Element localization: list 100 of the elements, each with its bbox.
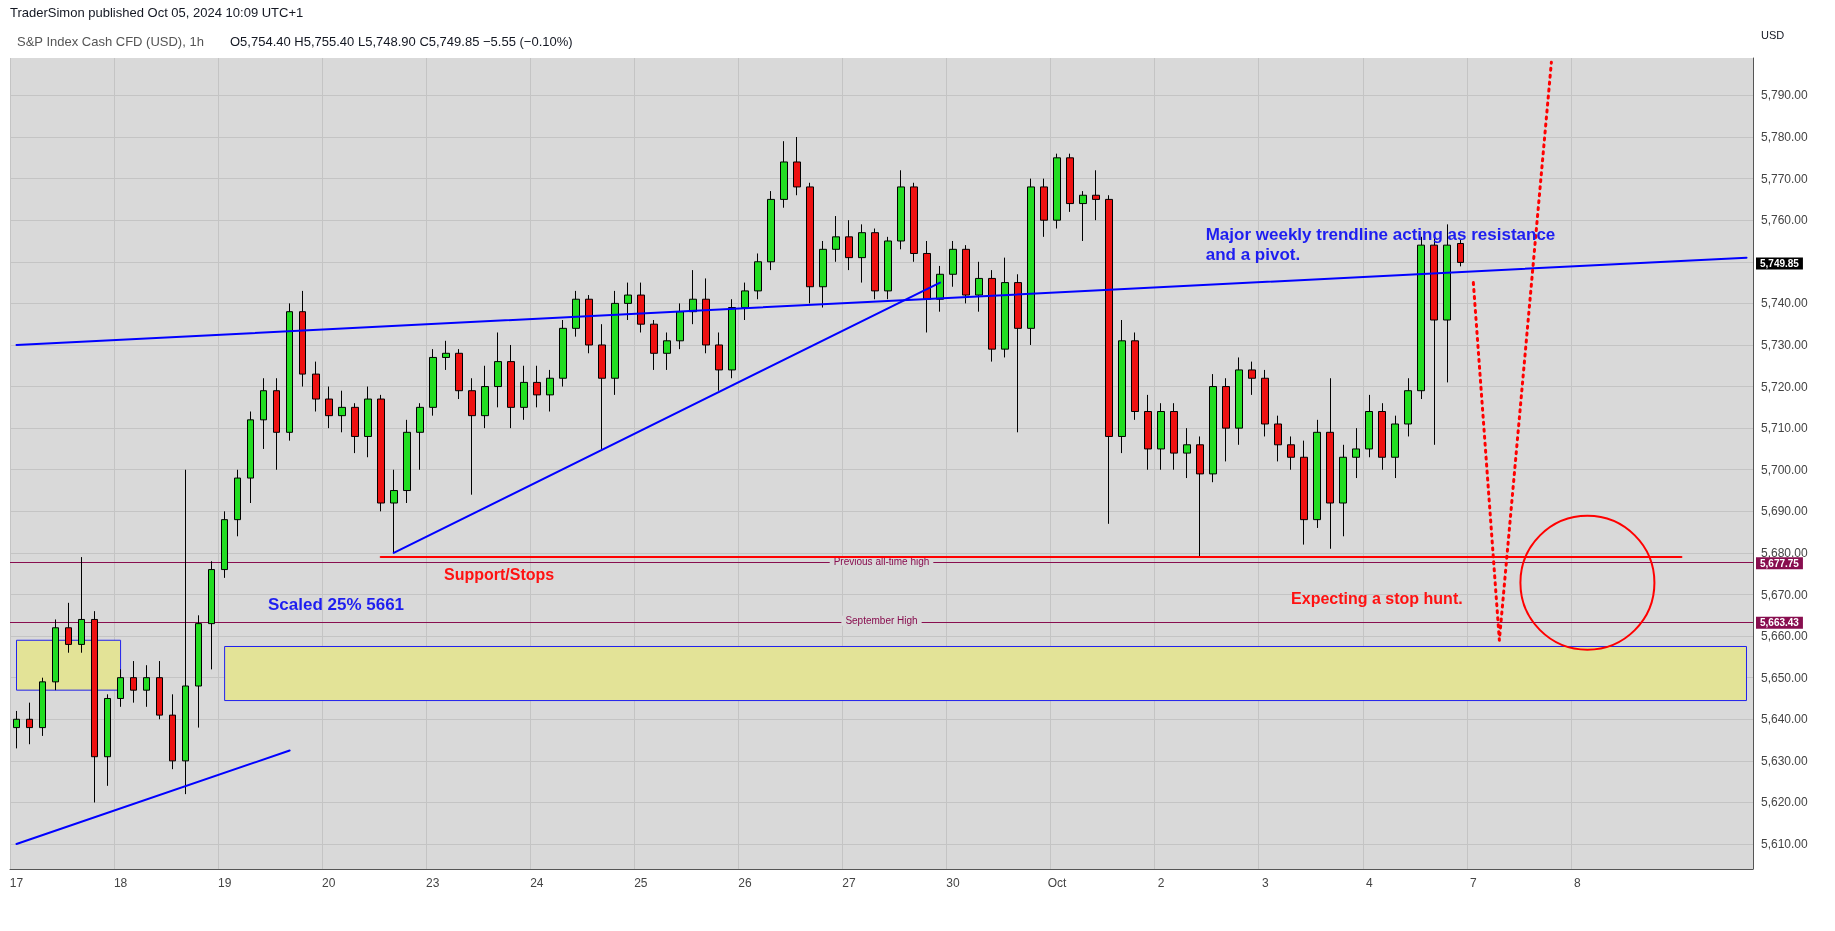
- candlestick: [273, 377, 280, 471]
- candlestick: [637, 282, 645, 333]
- candlestick: [663, 331, 671, 371]
- candlestick: [1404, 377, 1412, 437]
- candlestick: [78, 556, 85, 654]
- chart-title: S&P Index Cash CFD (USD), 1h: [17, 34, 204, 49]
- candlestick: [1157, 402, 1165, 471]
- candlestick: [247, 411, 254, 504]
- candlestick: [546, 369, 554, 413]
- candlestick: [1391, 415, 1399, 479]
- candlestick: [286, 302, 293, 442]
- y-tick-label: 5,640.00: [1761, 712, 1809, 727]
- candlestick: [806, 182, 814, 304]
- y-tick-label: 5,700.00: [1761, 462, 1809, 477]
- candlestick: [338, 390, 346, 433]
- candlestick: [1040, 178, 1048, 238]
- candlestick: [988, 269, 996, 363]
- candlestick: [910, 182, 918, 263]
- candlestick: [13, 710, 20, 749]
- candlestick: [897, 169, 905, 250]
- candlestick: [1014, 273, 1022, 433]
- candlestick: [221, 510, 228, 579]
- candlestick: [1339, 444, 1347, 537]
- text: 5,749.85: [1760, 257, 1800, 269]
- candlestick: [1066, 153, 1074, 213]
- candlestick: [1209, 373, 1217, 483]
- y-tick-label: 5,620.00: [1761, 795, 1809, 810]
- candlestick: [52, 618, 59, 691]
- x-tick-label: 23: [426, 876, 440, 890]
- y-tick-label: 5,650.00: [1761, 670, 1809, 685]
- candlestick: [390, 469, 398, 554]
- candlestick: [1105, 194, 1113, 525]
- y-tick-label: 5,790.00: [1761, 88, 1809, 103]
- candlestick: [507, 344, 515, 429]
- candlestick: [715, 331, 723, 392]
- candlestick: [819, 240, 827, 309]
- candlestick: [377, 394, 385, 512]
- x-tick-label: 17: [9, 876, 24, 890]
- candlestick: [949, 240, 957, 288]
- candlestick: [871, 228, 879, 300]
- candlestick: [1222, 377, 1230, 462]
- annotation: Scaled 25% 5661: [267, 595, 405, 615]
- candlestick: [533, 365, 541, 408]
- x-tick-label: 30: [946, 876, 961, 890]
- candlestick: [650, 319, 658, 371]
- chart-subtitle: O5,754.40 H5,755.40 L5,748.90 C5,749.85 −5.55 (−0.10%): [230, 34, 573, 49]
- candlestick: [611, 290, 619, 396]
- text: 5,663.43: [1760, 617, 1800, 629]
- candlestick: [416, 402, 424, 471]
- candlestick: [169, 693, 176, 770]
- candlestick: [1300, 440, 1308, 546]
- candlestick: [234, 469, 241, 537]
- x-tick-label: 20: [322, 876, 336, 890]
- y-tick-label: 5,690.00: [1761, 504, 1809, 519]
- candlestick: [1196, 435, 1204, 558]
- candlestick: [1235, 356, 1243, 446]
- candlestick: [104, 693, 111, 787]
- x-tick-label: Oct: [1047, 876, 1068, 890]
- candlestick: [1118, 319, 1126, 454]
- text: 5,677.75: [1760, 557, 1800, 569]
- candlestick: [143, 664, 150, 708]
- candlestick: [858, 223, 866, 284]
- candlestick: [1287, 435, 1295, 471]
- y-tick-label: 5,740.00: [1761, 296, 1809, 311]
- candlestick: [26, 702, 33, 745]
- candlestick: [325, 386, 333, 429]
- candlestick: [975, 261, 983, 313]
- candlestick: [572, 290, 580, 338]
- candlestick: [442, 340, 450, 371]
- candlestick: [741, 282, 749, 321]
- x-tick-label: 24: [530, 876, 544, 890]
- candlestick: [1261, 369, 1269, 437]
- x-tick-label: 4: [1365, 876, 1373, 890]
- x-tick-label: 8: [1574, 876, 1582, 890]
- candlestick: [702, 277, 710, 354]
- candlestick: [1053, 153, 1061, 230]
- candlestick: [455, 348, 463, 400]
- text: TraderSimon published Oct 05, 2024 10:09 UTC+1: [10, 5, 304, 20]
- candlestick: [312, 361, 320, 413]
- candlestick: [832, 215, 840, 263]
- y-tick-label: 5,660.00: [1761, 629, 1809, 644]
- candlestick: [884, 236, 892, 300]
- candlestick: [403, 419, 411, 504]
- candlestick: [754, 252, 762, 300]
- candlestick: [1001, 257, 1009, 358]
- x-tick-label: 26: [738, 876, 752, 890]
- candlestick: [481, 365, 489, 429]
- candlestick: [845, 219, 853, 271]
- y-tick-label: 5,610.00: [1761, 837, 1809, 852]
- y-axis-title: USD: [1761, 28, 1785, 41]
- candlestick: [585, 294, 593, 354]
- candlestick: [624, 282, 632, 321]
- candlestick: [676, 302, 684, 350]
- x-tick-label: 2: [1157, 876, 1165, 890]
- x-tick-label: 18: [113, 876, 128, 890]
- x-tick-label: 25: [634, 876, 648, 890]
- candlestick: [923, 240, 931, 333]
- candlestick: [1079, 190, 1087, 242]
- x-tick-label: 27: [842, 876, 856, 890]
- y-tick-label: 5,780.00: [1761, 130, 1809, 145]
